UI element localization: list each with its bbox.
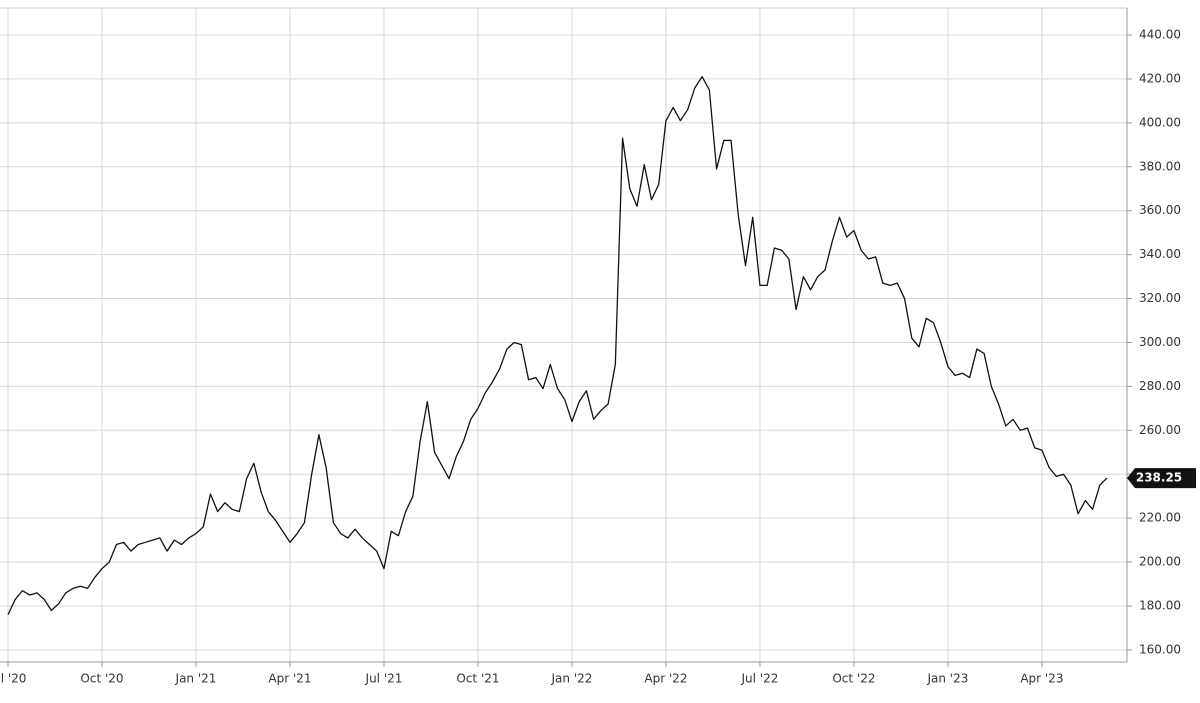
y-tick-label: 420.00 xyxy=(1139,71,1181,85)
y-tick-label: 220.00 xyxy=(1139,511,1181,525)
y-tick-label: 400.00 xyxy=(1139,115,1181,129)
x-tick-label: Oct '21 xyxy=(456,672,499,686)
x-tick-label: Jan '21 xyxy=(175,672,217,686)
x-tick-label: Jul '21 xyxy=(365,672,403,686)
x-tick-label: Jul '20 xyxy=(0,672,26,686)
y-tick-label: 440.00 xyxy=(1139,28,1181,42)
y-tick-label: 360.00 xyxy=(1139,203,1181,217)
last-value-tag: 238.25 xyxy=(1136,471,1182,485)
x-tick-label: Jan '22 xyxy=(551,672,593,686)
x-tick-label: Jul '22 xyxy=(741,672,779,686)
price-line xyxy=(7,76,1108,616)
y-tick-label: 280.00 xyxy=(1139,379,1181,393)
x-tick-label: Apr '23 xyxy=(1020,672,1063,686)
x-tick-label: Jan '23 xyxy=(926,672,968,686)
x-tick-label: Oct '22 xyxy=(832,672,875,686)
x-tick-label: Apr '21 xyxy=(268,672,311,686)
y-tick-label: 260.00 xyxy=(1139,423,1181,437)
grid xyxy=(0,8,1127,662)
y-tick-label: 200.00 xyxy=(1139,555,1181,569)
x-tick-label: Oct '20 xyxy=(80,672,123,686)
y-tick-label: 320.00 xyxy=(1139,291,1181,305)
y-tick-label: 300.00 xyxy=(1139,335,1181,349)
y-tick-label: 340.00 xyxy=(1139,247,1181,261)
y-tick-label: 180.00 xyxy=(1139,598,1181,612)
y-tick-label: 380.00 xyxy=(1139,159,1181,173)
y-tick-label: 160.00 xyxy=(1139,642,1181,656)
last-value-tag-bg xyxy=(1127,468,1196,489)
x-tick-label: Apr '22 xyxy=(644,672,687,686)
